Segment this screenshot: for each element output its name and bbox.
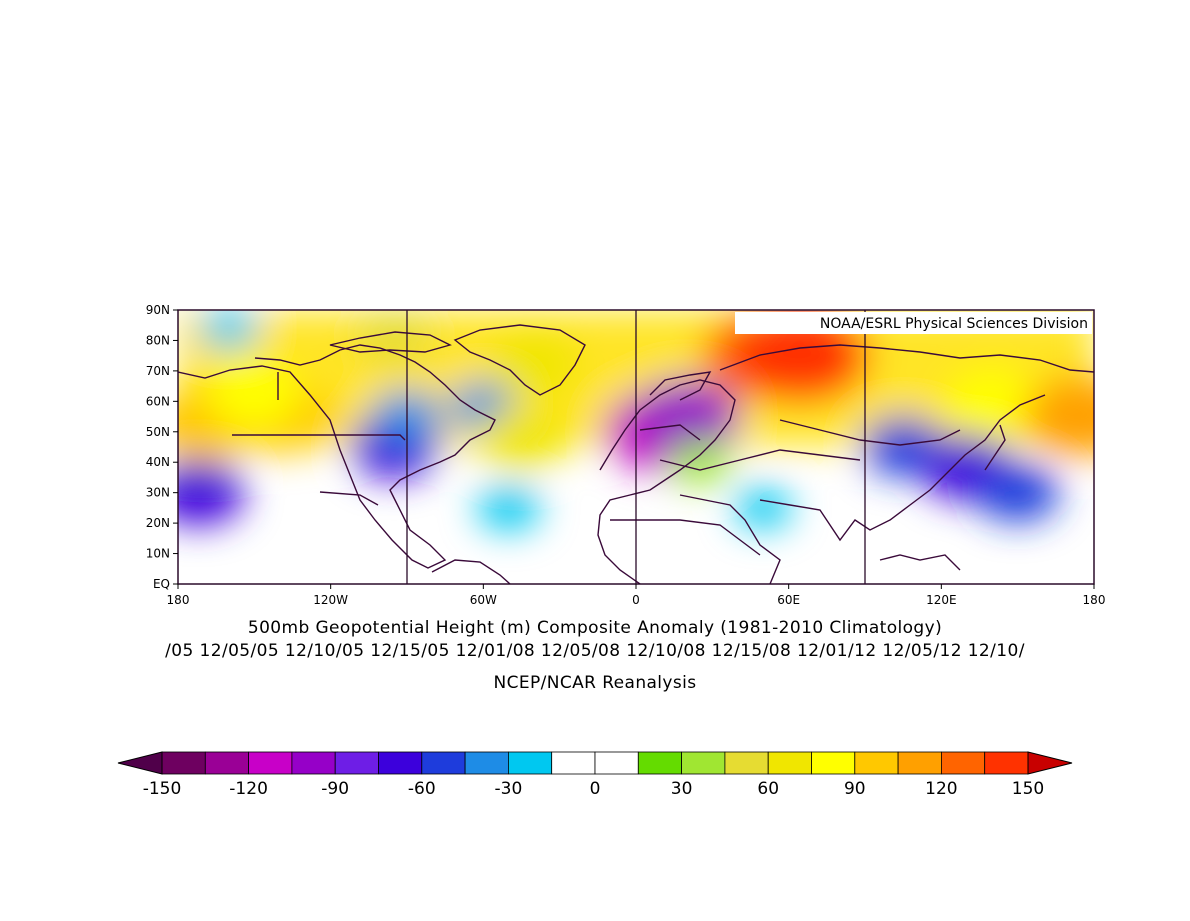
- lon-label: 60E: [777, 593, 800, 607]
- coast-scandinavia: [649, 371, 712, 401]
- lat-label: 20N: [146, 516, 170, 530]
- map-title: 500mb Geopotential Height (m) Composite …: [247, 618, 943, 638]
- lon-label: 120W: [313, 593, 348, 607]
- anomaly-center-17: [734, 487, 792, 529]
- colorbar-label: 120: [925, 779, 957, 799]
- border-us-mexico: [319, 491, 379, 506]
- colorbar-under-arrow: [117, 751, 163, 775]
- coast-greenland: [453, 324, 586, 396]
- colorbar: -150 -120 -90 -60 -30 0 30 60 90 120 150: [117, 751, 1073, 799]
- colorbar-label: 30: [671, 779, 693, 799]
- colorbar-label: 90: [844, 779, 866, 799]
- colorbar-swatch: [334, 751, 379, 775]
- border-asia: [779, 419, 961, 446]
- lon-label: 180: [1083, 593, 1106, 607]
- border-us-canada: [232, 434, 406, 441]
- lat-label: 10N: [146, 547, 170, 561]
- border-europe-2: [659, 449, 861, 471]
- coastline-layer: [178, 324, 1094, 584]
- anomaly-center-2: [489, 333, 579, 397]
- latitude-axis: 90N 80N 70N 60N 50N 40N 30N 20N 10N EQ: [146, 303, 178, 591]
- lon-label: 120E: [926, 593, 957, 607]
- credit-text: NOAA/ESRL Physical Sciences Division: [820, 316, 1088, 332]
- lon-label: 60W: [470, 593, 497, 607]
- data-source: NCEP/NCAR Reanalysis: [493, 673, 697, 693]
- lat-label: 70N: [146, 364, 170, 378]
- lat-label: 50N: [146, 425, 170, 439]
- colorbar-swatch: [204, 751, 250, 775]
- colorbar-swatch: [594, 751, 639, 775]
- colorbar-swatch: [421, 751, 466, 775]
- composite-dates: /05 12/05/05 12/10/05 12/15/05 12/01/08 …: [165, 641, 1025, 661]
- colorbar-swatch: [811, 751, 856, 775]
- colorbar-label: -60: [408, 779, 436, 799]
- anomaly-center-11: [477, 406, 566, 470]
- coast-se-asia: [879, 554, 961, 571]
- lat-label: 30N: [146, 486, 170, 500]
- colorbar-label: -30: [495, 779, 523, 799]
- lat-label: 90N: [146, 303, 170, 317]
- anomaly-center-20: [976, 463, 1059, 522]
- lon-label: 180: [167, 593, 190, 607]
- colorbar-swatch: [767, 751, 812, 775]
- coast-south-america: [431, 559, 511, 584]
- colorbar-label: -150: [143, 779, 182, 799]
- coast-africa-east: [679, 494, 781, 584]
- anomaly-center-22: [1024, 376, 1094, 457]
- lat-label: EQ: [153, 577, 170, 591]
- colorbar-label: -120: [229, 779, 268, 799]
- colorbar-swatch: [551, 751, 596, 775]
- anomaly-center-0: [200, 310, 258, 349]
- coast-asia-south: [759, 394, 1046, 542]
- colorbar-swatch: [941, 751, 986, 775]
- colorbar-swatch: [724, 751, 769, 775]
- colorbar-swatch: [637, 751, 682, 775]
- colorbar-swatch: [854, 751, 899, 775]
- anomaly-center-21: [946, 368, 1039, 434]
- lat-label: 40N: [146, 455, 170, 469]
- colorbar-label: -90: [321, 779, 349, 799]
- colorbar-swatch: [378, 751, 423, 775]
- colorbar-swatch: [291, 751, 336, 775]
- colorbar-label: 60: [757, 779, 779, 799]
- coast-europe-africa: [597, 379, 736, 584]
- anomaly-center-15: [634, 379, 740, 454]
- anomaly-center-12: [477, 485, 541, 531]
- colorbar-swatch: [681, 751, 726, 775]
- colorbar-over-arrow: [1027, 751, 1073, 775]
- colorbar-swatch: [161, 751, 206, 775]
- coast-arctic-islands: [329, 331, 452, 353]
- anomaly-center-1: [356, 310, 433, 362]
- coast-japan: [984, 424, 1006, 471]
- colorbar-label: 0: [590, 779, 601, 799]
- coast-asia-north: [719, 344, 1094, 373]
- colorbar-swatch: [507, 751, 553, 775]
- colorbar-swatch: [248, 751, 293, 775]
- lon-label: 0: [632, 593, 640, 607]
- colorbar-label: 150: [1012, 779, 1044, 799]
- anomaly-center-13: [178, 460, 245, 526]
- colorbar-swatch: [897, 751, 942, 775]
- border-europe-1: [639, 424, 701, 441]
- credit-box: [735, 312, 1092, 334]
- lat-label: 60N: [146, 394, 170, 408]
- lat-label: 80N: [146, 333, 170, 347]
- colorbar-swatch: [984, 751, 1029, 775]
- map-plot-area: [178, 310, 1094, 584]
- longitude-axis: 180 120W 60W 0 60E 120E 180: [167, 584, 1106, 607]
- border-africa: [610, 519, 761, 556]
- anomaly-center-16: [668, 439, 732, 485]
- colorbar-swatch: [464, 751, 509, 775]
